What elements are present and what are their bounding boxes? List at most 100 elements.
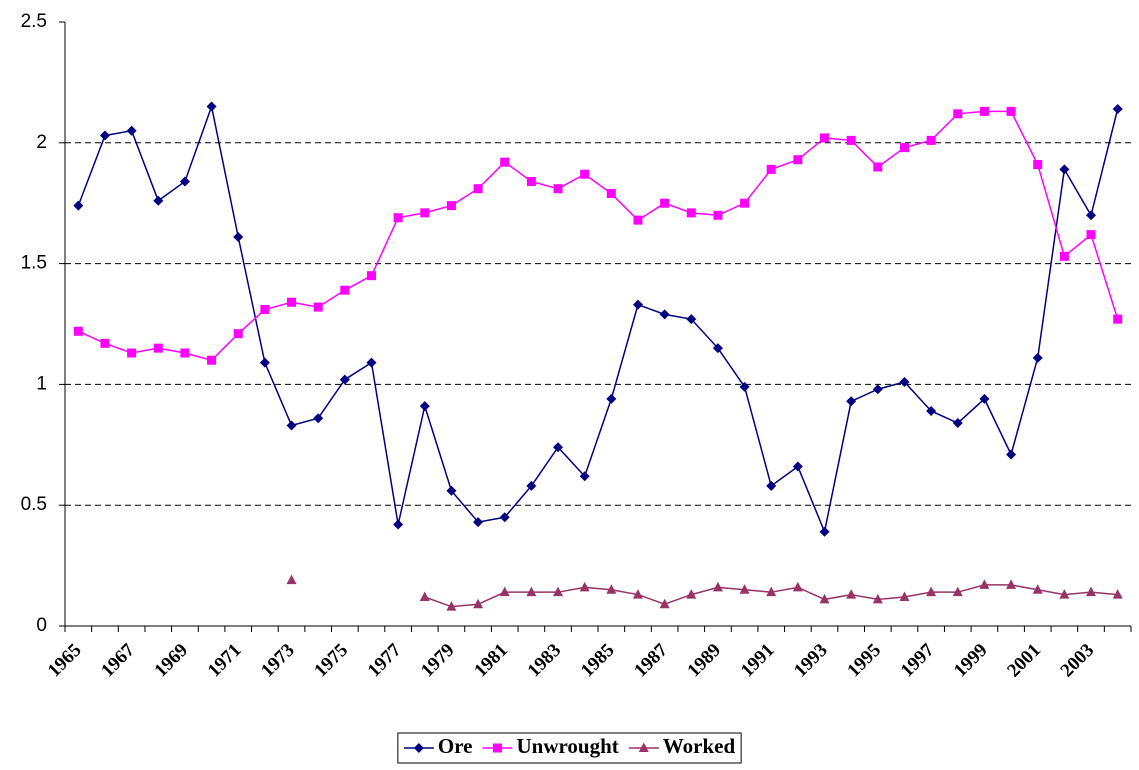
point	[739, 584, 750, 594]
point	[553, 184, 563, 194]
point	[899, 591, 910, 602]
x-tick-label: 1997	[897, 639, 939, 681]
point	[73, 326, 83, 336]
legend: Ore Unwrought Worked	[397, 732, 742, 764]
point	[579, 471, 590, 482]
point	[473, 517, 484, 528]
point	[526, 176, 536, 186]
legend-label: Worked	[663, 734, 736, 758]
legend-item: Ore	[403, 734, 473, 758]
point	[1086, 230, 1096, 240]
point	[926, 405, 937, 416]
point	[1006, 579, 1017, 589]
x-tick-label: 1973	[257, 640, 299, 682]
point	[606, 393, 617, 404]
point	[492, 743, 502, 753]
point	[952, 586, 963, 597]
x-tick-label: 1971	[204, 640, 246, 682]
point	[286, 574, 297, 585]
point	[899, 376, 910, 387]
point	[606, 189, 616, 199]
point	[446, 601, 457, 611]
point	[686, 589, 697, 599]
point	[366, 357, 377, 368]
point	[659, 309, 670, 320]
point	[1059, 589, 1070, 599]
point	[313, 413, 324, 424]
point	[1112, 589, 1123, 599]
point	[1113, 314, 1123, 324]
point	[207, 355, 217, 365]
y-tick-label: 1	[36, 373, 47, 394]
point	[819, 593, 830, 604]
point	[792, 461, 803, 472]
point	[420, 208, 430, 218]
x-tick-label: 1991	[737, 640, 779, 682]
point	[1059, 251, 1069, 261]
point	[1032, 584, 1043, 594]
point	[979, 393, 990, 404]
x-tick-label: 1993	[790, 640, 832, 682]
point	[660, 198, 670, 208]
point	[393, 213, 403, 223]
point	[632, 299, 643, 310]
point	[1033, 160, 1043, 170]
point	[1112, 103, 1123, 114]
point	[873, 162, 883, 172]
point	[233, 232, 244, 243]
point	[339, 374, 350, 385]
point	[819, 526, 830, 537]
y-tick-label: 0	[36, 615, 47, 636]
point	[872, 593, 883, 604]
x-tick-label: 1983	[524, 640, 566, 682]
x-tick-label: 1965	[44, 640, 86, 682]
point	[793, 155, 803, 165]
point	[446, 201, 456, 211]
x-tick-label: 1999	[950, 640, 992, 682]
point	[792, 581, 803, 592]
point	[286, 420, 297, 431]
point	[1086, 210, 1097, 221]
point	[632, 589, 643, 599]
point	[1086, 586, 1097, 597]
point	[233, 329, 243, 339]
legend-label: Ore	[438, 734, 473, 758]
point	[766, 480, 777, 491]
point	[419, 401, 430, 412]
point	[979, 579, 990, 589]
point	[180, 348, 190, 358]
point	[260, 305, 270, 315]
point	[526, 586, 537, 597]
point	[206, 101, 217, 112]
x-tick-label: 1975	[310, 640, 352, 682]
legend-item: Unwrought	[482, 734, 619, 758]
x-tick-label: 1969	[150, 640, 192, 682]
x-tick-label: 1981	[470, 640, 512, 682]
point	[606, 584, 617, 594]
point	[686, 208, 696, 218]
point	[846, 589, 857, 599]
y-tick-label: 2	[36, 132, 47, 153]
point	[553, 586, 564, 597]
x-tick-label: 1979	[417, 640, 459, 682]
point	[872, 384, 883, 395]
point	[473, 598, 484, 609]
point	[1032, 352, 1043, 363]
series-line	[77, 103, 1119, 535]
x-tick-label: 1977	[364, 639, 406, 681]
x-tick-label: 1987	[630, 639, 672, 681]
point	[179, 176, 190, 187]
y-tick-label: 0.5	[21, 494, 47, 515]
point	[740, 198, 750, 208]
point	[287, 297, 297, 307]
point	[126, 125, 137, 136]
point	[899, 143, 909, 153]
point	[713, 210, 723, 220]
point	[926, 135, 936, 145]
x-tick-label: 1967	[97, 639, 139, 681]
point	[393, 519, 404, 530]
point	[473, 184, 483, 194]
point	[712, 343, 723, 354]
point	[153, 195, 164, 206]
